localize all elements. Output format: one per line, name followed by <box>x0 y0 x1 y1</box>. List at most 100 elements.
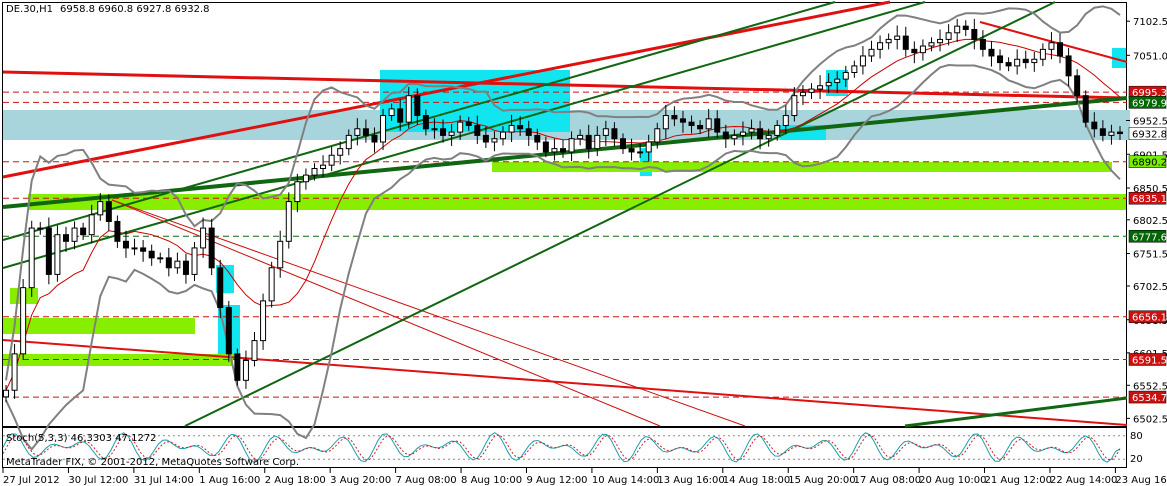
stoch-level-20: 20 <box>1130 454 1143 465</box>
candle-body <box>54 234 61 275</box>
zone-green <box>3 354 233 366</box>
candle-body <box>157 257 164 260</box>
trendline-red[interactable] <box>979 21 1128 63</box>
x-tick-label: 7 Aug 08:00 <box>396 475 457 486</box>
candle-body <box>28 227 35 289</box>
x-tick-label: 20 Aug 10:00 <box>919 475 986 486</box>
zone-cyan <box>1112 48 1126 68</box>
candle-body <box>1039 48 1046 60</box>
trendline-red-thin[interactable] <box>111 199 746 427</box>
x-tick-label: 14 Aug 18:00 <box>723 475 790 486</box>
x-tick-label: 1 Aug 16:00 <box>199 475 260 486</box>
candle-body <box>799 91 806 97</box>
candle-body <box>919 45 926 54</box>
candle-body <box>105 201 112 222</box>
x-tick-label: 15 Aug 20:00 <box>788 475 855 486</box>
candle-body <box>688 121 695 126</box>
candle-body <box>380 115 387 143</box>
candle-body <box>894 35 901 40</box>
candle-body <box>1082 95 1089 123</box>
candle-body <box>851 65 858 74</box>
candle-body <box>431 128 438 131</box>
copyright-text: MetaTrader FIX, © 2001-2012, MetaQuotes … <box>6 457 299 468</box>
price-tag-label: 6591.5 <box>1132 355 1167 366</box>
candle-body <box>765 134 772 140</box>
y-tick-label: 6751.5 <box>1133 250 1167 261</box>
candle-body <box>328 154 335 166</box>
candle-body <box>200 227 207 249</box>
candle-body <box>80 227 87 236</box>
candle-body <box>1031 58 1038 64</box>
candle-body <box>842 72 849 80</box>
candle-body <box>114 220 121 242</box>
candle-body <box>251 340 258 361</box>
candle-body <box>148 250 155 259</box>
candle-body <box>1108 131 1115 136</box>
candle-body <box>611 128 618 140</box>
zone-layer <box>3 48 1130 366</box>
candle-body <box>260 300 267 342</box>
bollinger-bands <box>5 5 1121 451</box>
candle-body <box>302 174 309 183</box>
x-tick-label: 22 Aug 14:00 <box>1050 475 1117 486</box>
trendline-red[interactable] <box>2 339 1128 426</box>
stoch-label: Stoch(5,3,3) 46.3303 47.1272 <box>6 433 157 444</box>
candle-body <box>1005 62 1012 67</box>
price-tag-label: 6656.1 <box>1132 313 1167 324</box>
chart-header-symbol: DE.30,H1 <box>6 4 53 15</box>
candle-body <box>182 260 189 275</box>
candle-body <box>422 115 429 130</box>
trendline-green[interactable] <box>904 396 1128 428</box>
candle-body <box>208 227 215 269</box>
candle-body <box>362 128 369 136</box>
candle-body <box>11 353 18 391</box>
candle-body <box>705 118 712 130</box>
candle-body <box>97 201 104 216</box>
candle-body <box>191 247 198 275</box>
candle-body <box>979 38 986 50</box>
x-tick-label: 9 Aug 12:00 <box>526 475 587 486</box>
trendline-green[interactable] <box>2 96 1128 209</box>
y-tick-label: 6952.5 <box>1133 117 1167 128</box>
price-tag-bg <box>1128 353 1167 366</box>
price-tag-bg <box>1128 127 1167 140</box>
trendline-green[interactable] <box>2 1 836 241</box>
main-plot-frame <box>2 2 1127 427</box>
candle-body <box>131 247 138 250</box>
candle-body <box>534 134 541 143</box>
candle-body <box>817 85 824 90</box>
trendline-green[interactable] <box>184 1 1056 427</box>
trendline-red[interactable] <box>2 0 891 179</box>
candle-body <box>594 134 601 150</box>
candle-body <box>1022 58 1029 64</box>
candle-body <box>508 124 515 133</box>
candle-body <box>859 55 866 67</box>
candle-body <box>3 389 9 398</box>
chart-header-ohlc: 6958.8 6960.8 6927.8 6932.8 <box>60 4 210 15</box>
candle-body <box>88 214 95 236</box>
candle-body <box>937 38 944 44</box>
candle-body <box>457 121 464 133</box>
candle-body <box>1074 75 1081 97</box>
candle-body <box>637 151 644 154</box>
trendline-green[interactable] <box>2 1 926 269</box>
trendline-red[interactable] <box>2 70 1128 100</box>
candle-body <box>448 131 455 136</box>
candle-body <box>928 42 935 47</box>
candle-body <box>234 353 241 381</box>
zone-green <box>3 318 195 334</box>
y-tick-label: 6702.5 <box>1133 282 1167 293</box>
candle-body <box>71 227 78 242</box>
candle-body <box>517 124 524 130</box>
candle-body <box>20 287 27 355</box>
candle-body <box>834 78 841 83</box>
x-tick-label: 8 Aug 10:00 <box>461 475 522 486</box>
candle-body <box>885 38 892 44</box>
candle-body <box>877 42 884 50</box>
x-tick-label: 30 Jul 12:00 <box>68 475 128 486</box>
candle-body <box>1117 131 1123 135</box>
price-tag-label: 6835.1 <box>1132 194 1167 205</box>
candle-body <box>37 227 44 230</box>
bollinger-lower <box>5 63 1121 451</box>
